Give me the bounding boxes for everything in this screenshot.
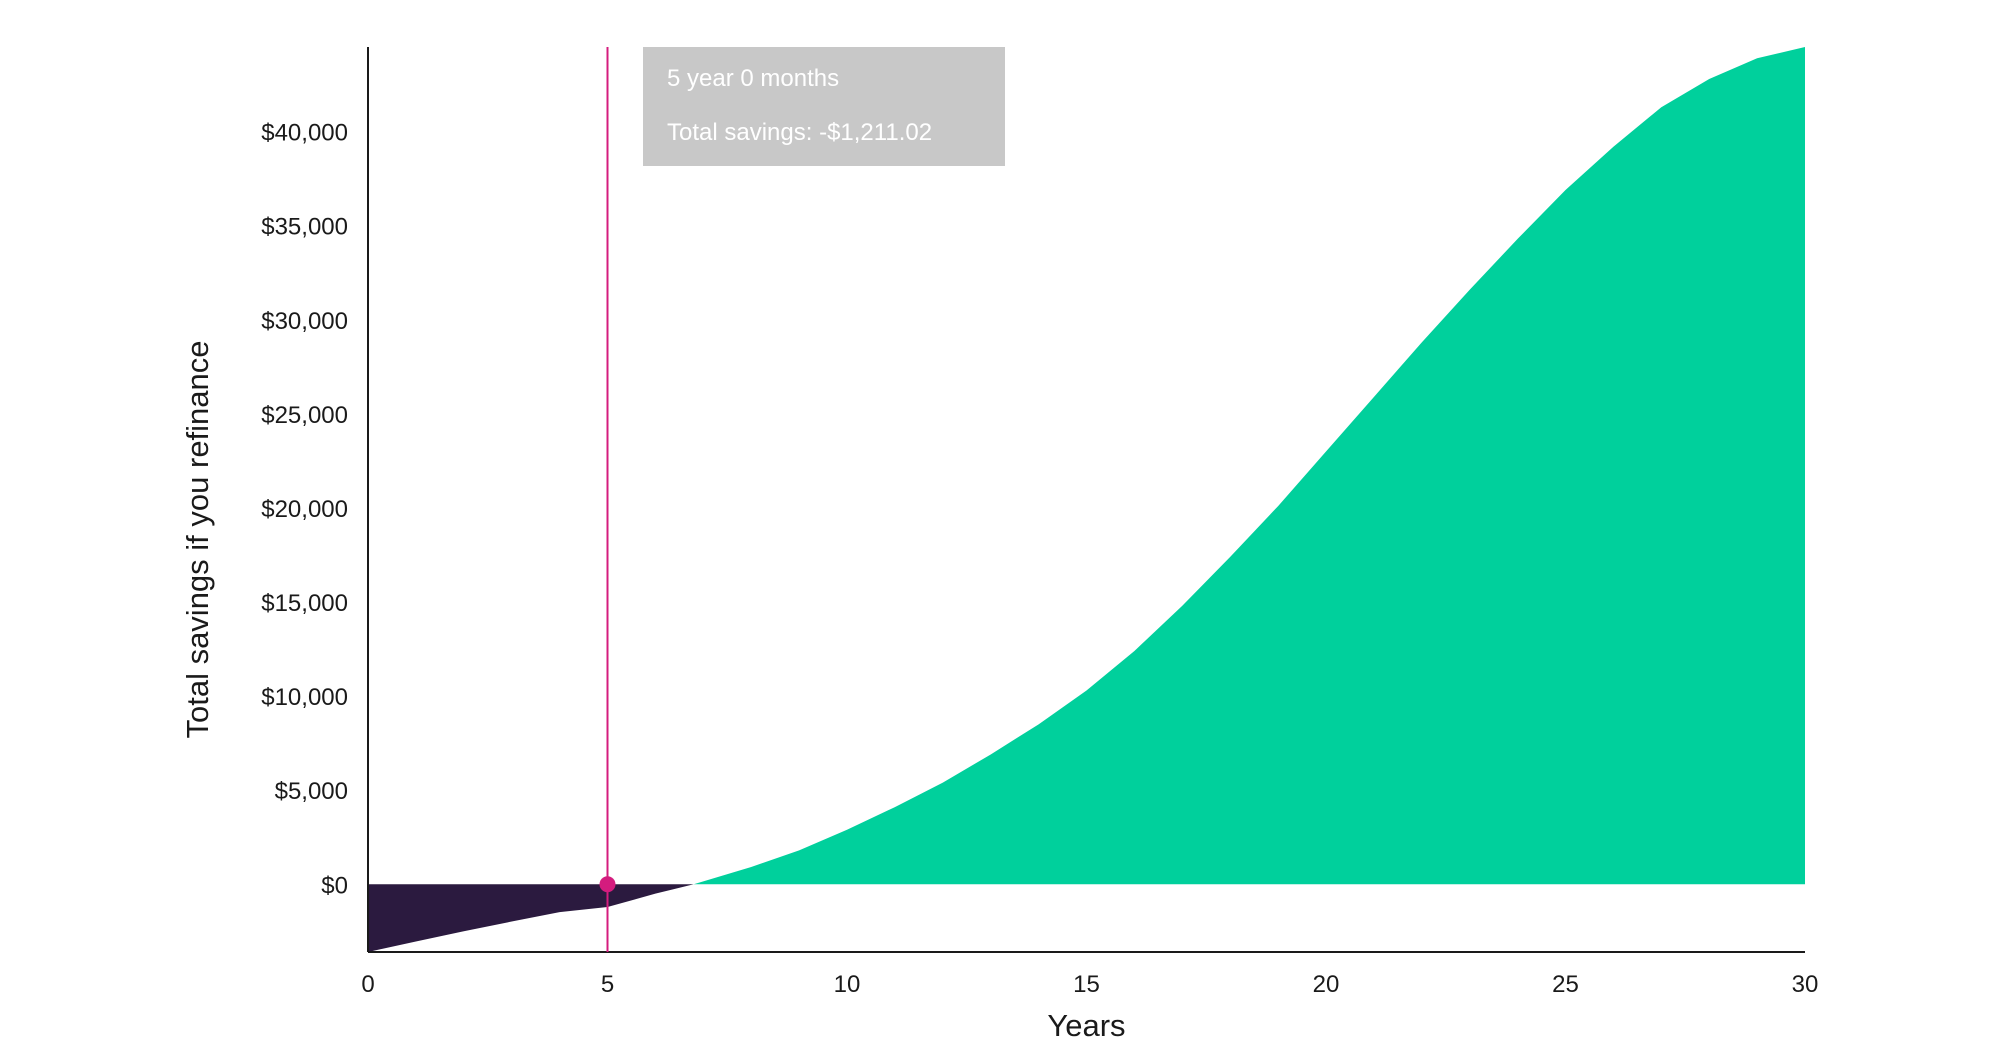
x-axis-title: Years [1047,1008,1125,1043]
y-axis-title: Total savings if you refinance [180,340,215,738]
y-tick-label: $10,000 [261,684,348,711]
x-tick-label: 0 [361,971,374,998]
y-tick-label: $0 [321,872,348,899]
marker-layer[interactable] [599,47,616,952]
y-tick-label: $35,000 [261,214,348,241]
x-tick-label: 25 [1552,971,1579,998]
x-tick-label: 30 [1792,971,1819,998]
ticks-layer: $0 $5,000 $10,000 $15,000 $20,000 $25,000 $30,… [261,120,1818,998]
x-tick-label: 20 [1313,971,1340,998]
y-tick-label: $5,000 [275,778,348,805]
x-tick-label: 10 [834,971,861,998]
y-tick-label: $40,000 [261,120,348,147]
x-tick-label: 15 [1073,971,1100,998]
negative-savings-area [368,884,694,952]
hover-point[interactable] [599,876,616,893]
positive-savings-area [693,47,1805,885]
y-tick-label: $20,000 [261,496,348,523]
hover-tooltip: 5 year 0 months Total savings: -$1,211.0… [643,47,1005,166]
y-tick-label: $15,000 [261,590,348,617]
tooltip-period: 5 year 0 months [667,65,840,92]
area-layer [368,47,1805,952]
x-tick-label: 5 [601,971,614,998]
tooltip-savings: Total savings: -$1,211.02 [667,119,933,146]
y-tick-label: $30,000 [261,308,348,335]
y-tick-label: $25,000 [261,402,348,429]
